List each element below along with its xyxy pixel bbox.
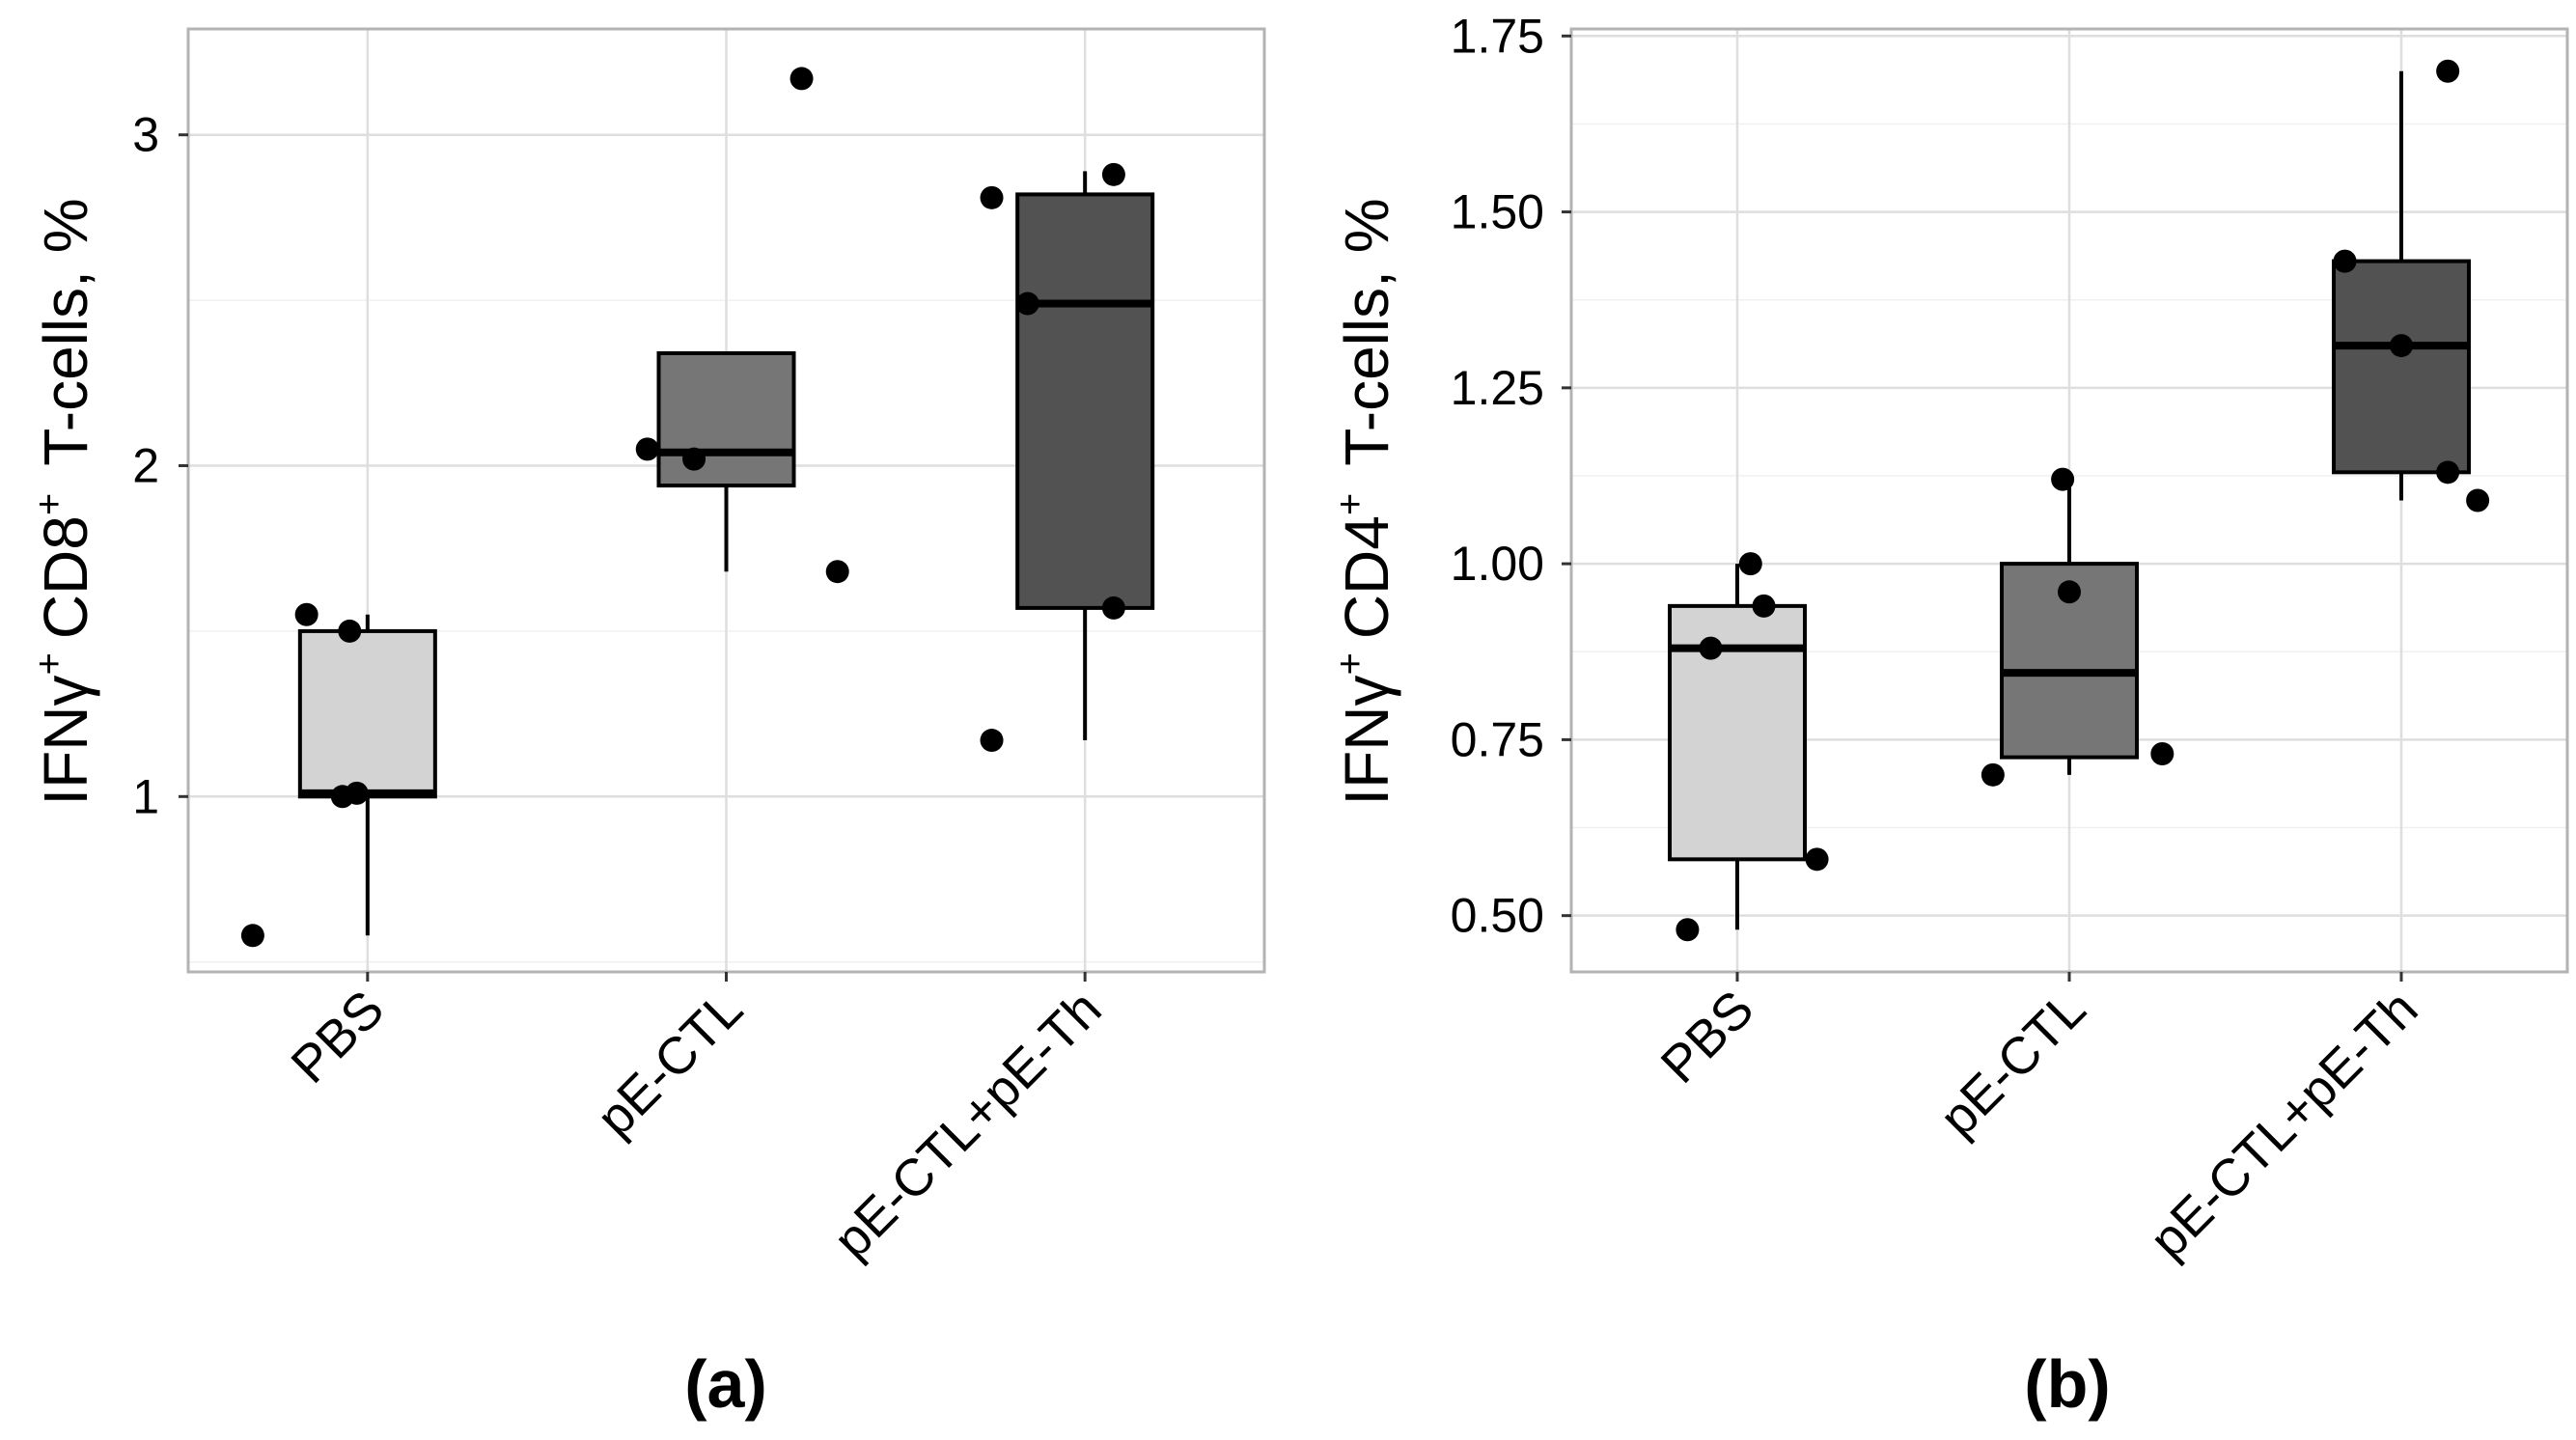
- y-axis-title-marker: CD8: [31, 515, 100, 639]
- y-axis-title-suffix: T-cells, %: [1332, 198, 1401, 465]
- y-axis-title-sup: +: [1329, 652, 1371, 675]
- y-tick-label: 0.75: [1451, 712, 1544, 766]
- box-pE-CTL+pE-Th: [2332, 70, 2471, 501]
- panel-b: 0.50 0.75 1.00 1.25 1.50 1.75 PBS pE-CTL pE-CTL+…: [1329, 9, 2569, 1422]
- panel-label: (a): [684, 1346, 767, 1422]
- box-iqr: [1668, 603, 1807, 862]
- y-axis-title: IFNγ+CD4+T-cells, %: [1329, 198, 1401, 805]
- data-point: [240, 924, 264, 948]
- y-tick-label: 0.50: [1451, 889, 1544, 943]
- x-tick-label: PBS: [1650, 980, 1765, 1094]
- data-point: [1752, 594, 1776, 618]
- data-point: [980, 185, 1004, 209]
- data-point: [1101, 162, 1125, 186]
- y-axis-title-marker: CD4: [1332, 515, 1401, 639]
- data-point: [1015, 291, 1039, 316]
- data-point: [1980, 762, 2005, 787]
- box-iqr: [297, 628, 437, 799]
- box-iqr: [2332, 259, 2471, 475]
- data-point: [2333, 249, 2357, 273]
- data-point: [2051, 467, 2075, 491]
- x-tick-label: pE-CTL: [586, 980, 754, 1148]
- y-tick-label: 1.00: [1451, 537, 1544, 591]
- y-axis-title: IFNγ+CD8+T-cells, %: [28, 198, 100, 805]
- y-axis-title-sup: +: [28, 652, 70, 675]
- box-pE-CTL: [656, 350, 796, 572]
- data-point: [2436, 460, 2460, 485]
- data-point: [1676, 918, 1700, 942]
- y-axis-title-suffix: T-cells, %: [31, 198, 100, 465]
- y-tick-label: 1: [132, 769, 159, 823]
- data-point: [345, 781, 369, 805]
- y-axis-title-sup: +: [1329, 493, 1371, 515]
- data-point: [2058, 580, 2081, 604]
- data-point: [789, 67, 814, 91]
- data-point: [1699, 636, 1723, 660]
- data-point: [338, 619, 362, 643]
- data-point: [980, 729, 1004, 753]
- data-point: [294, 602, 319, 626]
- data-point: [1738, 552, 1762, 576]
- y-tick-label: 2: [132, 439, 159, 493]
- x-tick-label: pE-CTL: [1929, 980, 2097, 1148]
- y-tick-label: 1.25: [1451, 361, 1544, 415]
- y-axis-title-main: IFNγ: [31, 676, 100, 806]
- x-tick-label: pE-CTL+pE-Th: [2139, 980, 2428, 1269]
- y-tick-label: 3: [132, 108, 159, 162]
- data-point: [2390, 334, 2413, 358]
- data-point: [1805, 847, 1829, 872]
- data-point: [2466, 488, 2490, 512]
- y-axis-title-sup: +: [28, 493, 70, 515]
- data-point: [635, 437, 659, 461]
- box-iqr: [1015, 192, 1155, 610]
- y-axis-title-main: IFNγ: [1332, 676, 1401, 806]
- panel-label: (b): [2024, 1346, 2110, 1422]
- y-tick-label: 1.75: [1451, 9, 1544, 63]
- box-PBS: [1668, 564, 1807, 930]
- data-point: [2436, 59, 2460, 83]
- x-tick-label: pE-CTL+pE-Th: [822, 980, 1112, 1269]
- data-point: [1101, 595, 1125, 620]
- data-point: [682, 447, 706, 471]
- x-tick-label: PBS: [280, 980, 395, 1094]
- y-tick-label: 1.50: [1451, 185, 1544, 239]
- box-iqr: [656, 350, 796, 488]
- box-pE-CTL+pE-Th: [1015, 171, 1155, 741]
- data-point: [825, 560, 849, 584]
- data-point: [2150, 741, 2174, 765]
